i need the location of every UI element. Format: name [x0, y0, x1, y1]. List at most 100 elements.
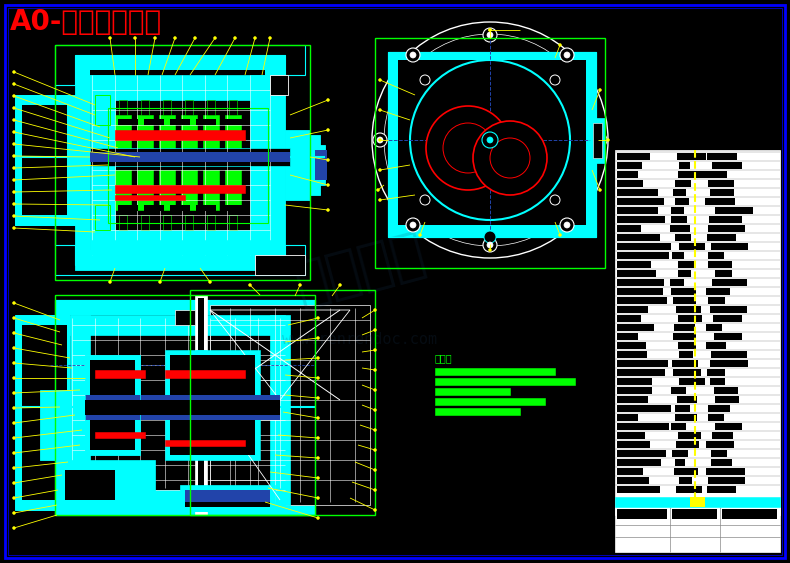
Bar — [617, 252, 669, 259]
Circle shape — [374, 468, 377, 471]
Bar — [222, 205, 242, 211]
Bar — [617, 279, 664, 286]
Circle shape — [374, 348, 377, 351]
Bar — [675, 459, 686, 466]
Bar — [210, 305, 370, 505]
Bar — [170, 119, 190, 125]
Bar — [617, 405, 671, 412]
Bar — [714, 387, 738, 394]
Bar — [95, 95, 110, 125]
Bar — [118, 205, 138, 211]
Bar — [388, 52, 596, 237]
Bar — [90, 240, 275, 255]
Bar — [617, 459, 660, 466]
Bar — [55, 295, 315, 515]
Bar — [673, 189, 686, 196]
Bar — [115, 130, 245, 140]
Circle shape — [13, 118, 16, 122]
Circle shape — [420, 75, 430, 85]
Bar — [706, 468, 745, 475]
Bar — [713, 432, 733, 439]
Bar — [180, 485, 275, 510]
Circle shape — [487, 242, 493, 248]
Circle shape — [13, 316, 16, 319]
Circle shape — [317, 457, 319, 459]
Bar — [222, 119, 242, 125]
Bar — [229, 100, 237, 115]
Bar — [674, 468, 698, 475]
Bar — [165, 440, 245, 446]
Bar — [708, 261, 732, 268]
Bar — [708, 180, 734, 187]
Bar — [185, 100, 193, 115]
Circle shape — [378, 109, 382, 111]
Circle shape — [406, 48, 420, 62]
Bar — [196, 119, 216, 125]
Bar — [617, 153, 650, 160]
Bar — [617, 171, 638, 178]
Bar — [676, 306, 701, 313]
Circle shape — [108, 37, 111, 39]
Bar — [617, 216, 665, 223]
Circle shape — [326, 159, 329, 162]
Circle shape — [13, 83, 16, 86]
Circle shape — [488, 29, 491, 32]
Bar — [709, 306, 747, 313]
Bar — [15, 95, 80, 225]
Circle shape — [299, 284, 302, 287]
Circle shape — [487, 137, 493, 143]
Circle shape — [194, 37, 197, 39]
Circle shape — [487, 32, 493, 38]
Circle shape — [607, 138, 610, 141]
Bar — [137, 115, 153, 155]
Bar — [617, 414, 638, 421]
Bar — [617, 333, 638, 340]
Bar — [617, 486, 660, 493]
Bar — [115, 170, 131, 210]
Text: 元件表: 元件表 — [435, 353, 453, 363]
Bar — [708, 477, 744, 484]
Bar — [435, 378, 575, 385]
Bar — [711, 351, 747, 358]
Circle shape — [326, 184, 329, 186]
Circle shape — [254, 37, 257, 39]
Circle shape — [410, 52, 416, 58]
Bar — [15, 315, 80, 510]
Circle shape — [13, 70, 16, 74]
Bar — [617, 270, 656, 277]
Bar — [705, 342, 727, 349]
Bar — [710, 378, 725, 385]
Bar — [714, 333, 742, 340]
Circle shape — [159, 280, 161, 284]
Bar — [617, 360, 668, 367]
Bar — [617, 198, 664, 205]
Bar — [181, 115, 197, 155]
Bar — [398, 60, 586, 225]
Bar — [707, 369, 725, 376]
Bar — [707, 234, 735, 241]
Circle shape — [326, 208, 329, 212]
Circle shape — [13, 203, 16, 205]
Circle shape — [488, 248, 491, 252]
Bar — [715, 396, 739, 403]
Bar — [207, 215, 215, 230]
Bar — [675, 405, 690, 412]
Bar — [671, 225, 690, 232]
Circle shape — [108, 280, 111, 284]
Bar — [198, 298, 204, 512]
Bar — [617, 432, 645, 439]
Bar — [90, 148, 290, 166]
Bar — [40, 390, 75, 460]
Circle shape — [373, 133, 387, 147]
Circle shape — [13, 167, 16, 169]
Bar — [617, 342, 645, 349]
Circle shape — [550, 75, 560, 85]
Circle shape — [13, 361, 16, 364]
Bar — [115, 185, 245, 193]
Circle shape — [317, 516, 319, 520]
Circle shape — [13, 226, 16, 230]
Circle shape — [326, 99, 329, 101]
Bar — [679, 477, 691, 484]
Circle shape — [482, 132, 498, 148]
Circle shape — [13, 391, 16, 395]
